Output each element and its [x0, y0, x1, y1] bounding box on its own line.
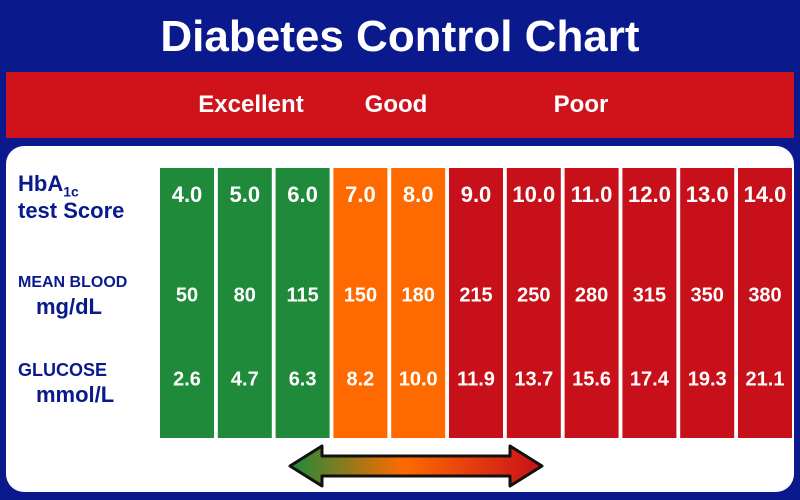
- cell-mmol-l: 21.1: [746, 368, 785, 390]
- cell-mmol-l: 4.7: [231, 368, 259, 390]
- label-glucose: GLUCOSE: [18, 360, 108, 380]
- rating-poor: Poor: [553, 91, 609, 118]
- label-hba1c: HbA1c: [18, 172, 79, 203]
- column-8.0: [391, 168, 446, 438]
- columns-group: 4.0 50 2.6 5.0 80 4.7 6.0 115 6.3 7.0 150 8.2 8.0 180…: [160, 168, 792, 438]
- cell-mmol-l: 13.7: [514, 368, 553, 390]
- cell-hba1c: 8.0: [403, 182, 434, 207]
- cell-mmol-l: 15.6: [572, 368, 611, 390]
- label-hba1c-subscript: 1c: [63, 183, 79, 200]
- cell-mg-dl: 350: [691, 284, 724, 306]
- cell-hba1c: 14.0: [744, 182, 787, 207]
- column-6.0: [275, 168, 330, 438]
- cell-mg-dl: 115: [286, 284, 318, 306]
- cell-hba1c: 6.0: [287, 182, 318, 207]
- cell-mg-dl: 250: [517, 284, 550, 306]
- cell-hba1c: 4.0: [172, 182, 203, 207]
- cell-mmol-l: 17.4: [630, 368, 670, 390]
- cell-mmol-l: 19.3: [688, 368, 727, 390]
- cell-hba1c: 11.0: [571, 182, 613, 207]
- column-5.0: [217, 168, 272, 438]
- rating-excellent: Excellent: [198, 91, 304, 118]
- cell-hba1c: 9.0: [461, 182, 492, 207]
- cell-mmol-l: 8.2: [346, 368, 374, 390]
- chart-title: Diabetes Control Chart: [160, 12, 640, 61]
- cell-mmol-l: 11.9: [457, 368, 495, 390]
- label-mean-blood: MEAN BLOOD: [18, 274, 128, 291]
- cell-mg-dl: 215: [459, 284, 492, 306]
- column-7.0: [333, 168, 388, 438]
- column-4.0: [160, 168, 214, 438]
- column-14.0: [738, 168, 792, 438]
- cell-hba1c: 7.0: [345, 182, 376, 207]
- cell-hba1c: 5.0: [230, 182, 261, 207]
- label-mg-dl: mg/dL: [36, 294, 102, 319]
- column-9.0: [449, 168, 503, 438]
- rating-band: Excellent Good Poor: [6, 72, 794, 138]
- cell-mg-dl: 380: [748, 284, 781, 306]
- cell-mmol-l: 2.6: [173, 368, 201, 390]
- range-arrow-icon: [288, 444, 544, 488]
- cell-mg-dl: 280: [575, 284, 608, 306]
- label-hba1c-text: HbA: [18, 171, 64, 196]
- label-mmol-l: mmol/L: [36, 382, 115, 407]
- column-11.0: [564, 168, 619, 438]
- cell-hba1c: 10.0: [512, 182, 555, 207]
- column-12.0: [622, 168, 677, 438]
- rating-good: Good: [364, 91, 428, 118]
- cell-mmol-l: 10.0: [399, 368, 438, 390]
- cell-mg-dl: 180: [402, 284, 435, 306]
- title-band: Diabetes Control Chart: [6, 6, 794, 68]
- cell-hba1c: 13.0: [686, 182, 729, 207]
- label-test-score: test Score: [18, 198, 125, 223]
- cell-mg-dl: 50: [176, 284, 198, 306]
- cell-mg-dl: 80: [234, 284, 256, 306]
- column-13.0: [680, 168, 735, 438]
- cell-mg-dl: 315: [633, 284, 666, 306]
- cell-mg-dl: 150: [344, 284, 377, 306]
- cell-mmol-l: 6.3: [289, 368, 317, 390]
- cell-hba1c: 12.0: [628, 182, 671, 207]
- column-10.0: [506, 168, 561, 438]
